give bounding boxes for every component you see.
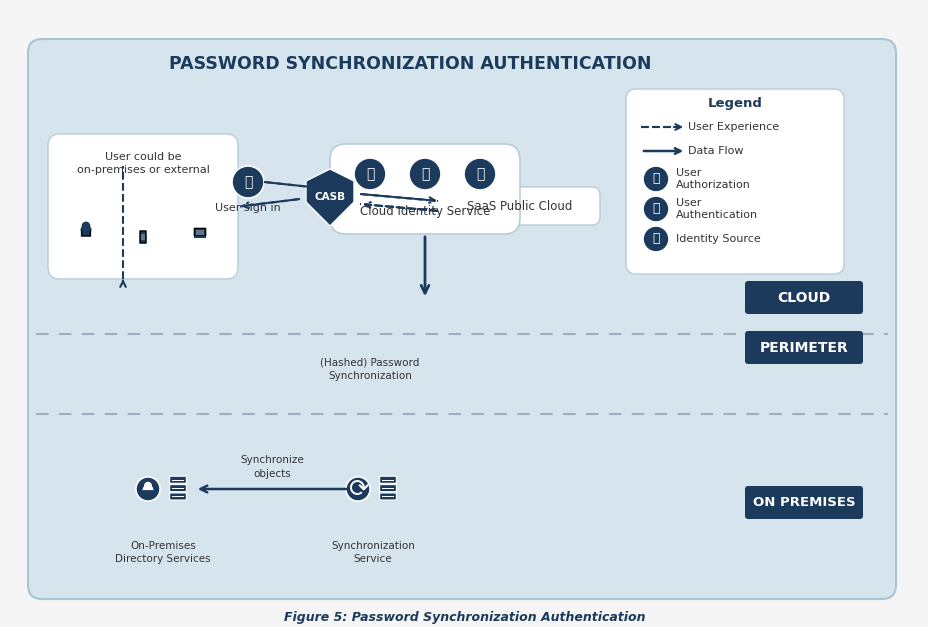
- Wedge shape: [142, 485, 153, 490]
- Text: Cloud Identity Service: Cloud Identity Service: [359, 206, 490, 218]
- Text: CLOUD: CLOUD: [777, 290, 830, 305]
- FancyBboxPatch shape: [380, 485, 396, 492]
- Text: 🔑: 🔑: [243, 175, 251, 189]
- Text: SaaS Public Cloud: SaaS Public Cloud: [467, 199, 572, 213]
- Text: 🔑: 🔑: [651, 172, 659, 186]
- Circle shape: [642, 196, 668, 222]
- FancyBboxPatch shape: [170, 493, 187, 500]
- Circle shape: [463, 158, 496, 190]
- FancyBboxPatch shape: [329, 144, 520, 234]
- Circle shape: [144, 482, 152, 490]
- FancyBboxPatch shape: [170, 477, 187, 483]
- Text: ⟳: ⟳: [347, 477, 367, 501]
- Wedge shape: [81, 225, 92, 231]
- FancyBboxPatch shape: [380, 493, 396, 500]
- Text: CASB: CASB: [314, 192, 345, 203]
- FancyBboxPatch shape: [140, 231, 146, 243]
- Text: PASSWORD SYNCHRONIZATION AUTHENTICATION: PASSWORD SYNCHRONIZATION AUTHENTICATION: [169, 55, 651, 73]
- Text: 👤: 👤: [651, 233, 659, 246]
- Text: On-Premises
Directory Services: On-Premises Directory Services: [115, 541, 211, 564]
- Circle shape: [232, 166, 264, 198]
- FancyBboxPatch shape: [194, 228, 205, 236]
- Circle shape: [82, 221, 90, 230]
- Text: User could be
on-premises or external: User could be on-premises or external: [76, 152, 209, 175]
- Text: User Experience: User Experience: [688, 122, 779, 132]
- Text: 👍: 👍: [420, 167, 429, 181]
- FancyBboxPatch shape: [440, 187, 599, 225]
- FancyBboxPatch shape: [744, 331, 862, 364]
- Bar: [141, 234, 145, 240]
- Bar: [193, 236, 206, 238]
- Text: User
Authorization: User Authorization: [676, 168, 750, 190]
- Text: Data Flow: Data Flow: [688, 146, 742, 156]
- Circle shape: [135, 477, 160, 501]
- Text: User
Authentication: User Authentication: [676, 198, 757, 220]
- Text: ON PREMISES: ON PREMISES: [752, 496, 855, 509]
- Text: Legend: Legend: [707, 98, 762, 110]
- Text: 🔑: 🔑: [366, 167, 374, 181]
- Text: 👍: 👍: [651, 203, 659, 216]
- FancyBboxPatch shape: [744, 281, 862, 314]
- Circle shape: [354, 158, 386, 190]
- Bar: [196, 230, 204, 235]
- Text: Synchronization
Service: Synchronization Service: [330, 541, 415, 564]
- Circle shape: [642, 226, 668, 252]
- FancyBboxPatch shape: [28, 39, 895, 599]
- FancyBboxPatch shape: [170, 485, 187, 492]
- Circle shape: [408, 158, 441, 190]
- FancyBboxPatch shape: [82, 228, 90, 236]
- Text: Synchronize
objects: Synchronize objects: [239, 455, 303, 478]
- Text: Identity Source: Identity Source: [676, 234, 760, 244]
- FancyBboxPatch shape: [744, 486, 862, 519]
- Text: Figure 5: Password Synchronization Authentication: Figure 5: Password Synchronization Authe…: [283, 611, 645, 623]
- Circle shape: [345, 477, 369, 501]
- Text: PERIMETER: PERIMETER: [759, 340, 847, 354]
- Circle shape: [642, 166, 668, 192]
- Text: (Hashed) Password
Synchronization: (Hashed) Password Synchronization: [320, 357, 419, 381]
- Polygon shape: [305, 169, 354, 226]
- Text: User sign in: User sign in: [215, 203, 280, 213]
- FancyBboxPatch shape: [625, 89, 844, 274]
- FancyBboxPatch shape: [380, 477, 396, 483]
- FancyBboxPatch shape: [48, 134, 238, 279]
- Text: 👤: 👤: [475, 167, 483, 181]
